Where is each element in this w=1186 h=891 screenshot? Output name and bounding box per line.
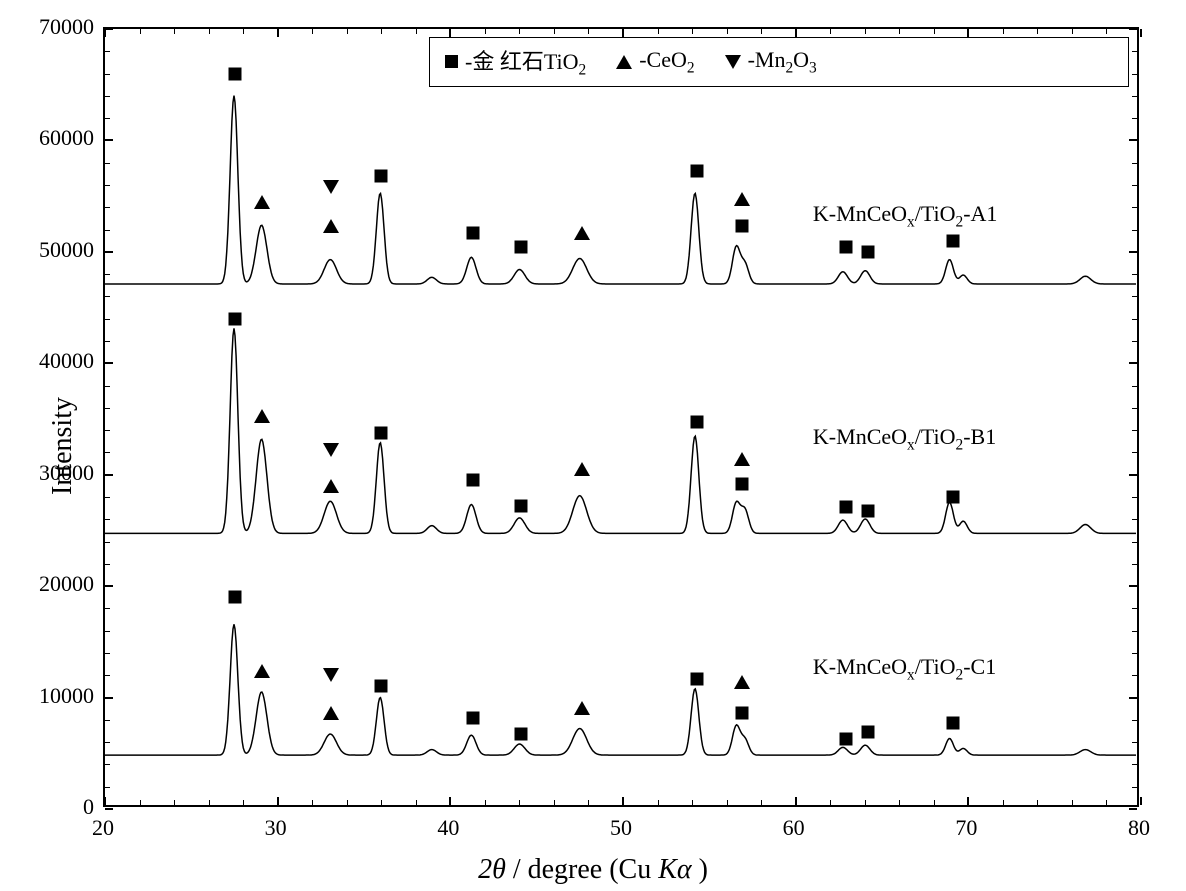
triangle-up-icon	[574, 226, 590, 240]
y-tick-label: 0	[14, 794, 94, 820]
triangle-down-icon	[323, 443, 339, 457]
triangle-up-icon	[734, 452, 750, 466]
triangle-up-icon	[616, 55, 632, 69]
triangle-up-icon	[574, 462, 590, 476]
triangle-up-icon	[254, 409, 270, 423]
y-tick-label: 40000	[14, 348, 94, 374]
square-icon	[375, 170, 388, 183]
x-tick-label: 50	[610, 815, 632, 841]
square-icon	[515, 499, 528, 512]
legend: -金 红石TiO2 -CeO2 -Mn2O3	[429, 37, 1129, 87]
triangle-down-icon	[725, 55, 741, 69]
square-icon	[736, 707, 749, 720]
triangle-up-icon	[254, 195, 270, 209]
square-icon	[946, 717, 959, 730]
square-icon	[839, 501, 852, 514]
triangle-down-icon	[323, 180, 339, 194]
xrd-curve-A1	[105, 96, 1136, 284]
series-label-A1: K-MnCeOx/TiO2-A1	[813, 201, 998, 231]
square-icon	[466, 474, 479, 487]
triangle-up-icon	[574, 701, 590, 715]
square-icon	[946, 234, 959, 247]
x-tick-label: 30	[265, 815, 287, 841]
triangle-up-icon	[323, 479, 339, 493]
x-tick-label: 60	[783, 815, 805, 841]
triangle-up-icon	[323, 219, 339, 233]
square-icon	[736, 220, 749, 233]
y-tick-label: 20000	[14, 571, 94, 597]
y-tick-label: 10000	[14, 683, 94, 709]
xrd-chart: Intensity 2θ / degree (Cu Kα ) 010000200…	[0, 0, 1186, 891]
square-icon	[445, 55, 458, 68]
x-axis-label: 2θ / degree (Cu Kα )	[478, 854, 708, 886]
square-icon	[946, 491, 959, 504]
x-tick-label: 20	[92, 815, 114, 841]
square-icon	[862, 726, 875, 739]
square-icon	[691, 164, 704, 177]
square-icon	[228, 312, 241, 325]
y-tick-label: 30000	[14, 460, 94, 486]
square-icon	[691, 672, 704, 685]
x-tick-label: 40	[437, 815, 459, 841]
triangle-up-icon	[734, 192, 750, 206]
square-icon	[736, 477, 749, 490]
square-icon	[515, 241, 528, 254]
square-icon	[862, 505, 875, 518]
square-icon	[862, 245, 875, 258]
square-icon	[375, 680, 388, 693]
triangle-up-icon	[323, 706, 339, 720]
y-tick-label: 70000	[14, 14, 94, 40]
square-icon	[515, 728, 528, 741]
legend-item-mn2o3: -Mn2O3	[725, 47, 817, 77]
square-icon	[228, 591, 241, 604]
square-icon	[228, 67, 241, 80]
series-label-C1: K-MnCeOx/TiO2-C1	[813, 654, 996, 684]
x-tick-label: 80	[1128, 815, 1150, 841]
square-icon	[839, 241, 852, 254]
triangle-down-icon	[323, 668, 339, 682]
square-icon	[466, 226, 479, 239]
legend-item-rutile: -金 红石TiO2	[445, 44, 586, 79]
triangle-up-icon	[254, 664, 270, 678]
legend-item-ceo2: -CeO2	[616, 47, 694, 77]
square-icon	[466, 711, 479, 724]
y-tick-label: 50000	[14, 237, 94, 263]
square-icon	[691, 416, 704, 429]
x-tick-label: 70	[955, 815, 977, 841]
square-icon	[839, 732, 852, 745]
xrd-curve-C1	[105, 624, 1136, 755]
plot-area: -金 红石TiO2 -CeO2 -Mn2O3 K-MnCeOx/TiO2-A1 K…	[103, 27, 1139, 807]
square-icon	[375, 427, 388, 440]
triangle-up-icon	[734, 675, 750, 689]
y-tick-label: 60000	[14, 125, 94, 151]
series-label-B1: K-MnCeOx/TiO2-B1	[813, 424, 996, 454]
